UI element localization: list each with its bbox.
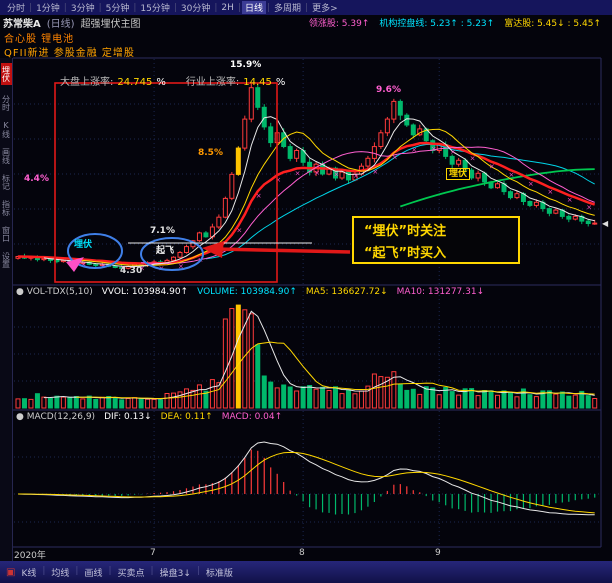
percent-sign: % [156,77,166,88]
stock-tags-2: QFII新进 参股金融 定增股 [4,48,135,59]
sidebar-item[interactable]: 标记 [1,174,11,190]
indicator-stat: DIF: 0.13↓ [104,412,152,422]
indicator-stat: VOLUME: 103984.90↑ [197,287,297,297]
tab-separator: | [266,2,271,13]
period-tab[interactable]: 15分钟 [140,4,170,14]
macd-indicator-header[interactable]: ● MACD(12,26,9) DIF: 0.13↓ DEA: 0.11↑ MACD:… [16,412,282,422]
bottom-status-bar: ▣ K线 | 均线 | 画线 | 买卖点 | 操盘3↓ | 标准版 [0,561,612,583]
date-label: 2020年 [14,551,46,561]
indicator-stat: ● MACD(12,26,9) [16,412,96,422]
grid-icon: ▣ [6,566,16,578]
macd-pane[interactable] [13,410,601,547]
statusbar-separator: | [196,565,200,576]
date-label: 7 [150,548,156,558]
period-tab[interactable]: 1分钟 [36,4,60,14]
indicator-name[interactable]: 超强埋伏主图 [80,18,141,30]
tab-separator: | [29,2,33,13]
statusbar-separator: | [108,565,112,576]
period-tab-bar: 分时 | 1分钟 | 3分钟 | 5分钟 | 15分钟 | 30分钟 | 2H | 日线 | 多周期 | 更多> [0,0,612,15]
indicator-stat: ● VOL-TDX(5,10) [16,287,93,297]
volume-pane[interactable] [13,285,601,410]
tab-separator: | [98,2,102,13]
tab-separator: | [173,2,177,13]
industry-rise-label: 行业上涨率: [185,77,240,88]
indicator-stat: MA5: 136627.72↓ [305,287,388,297]
statusbar-items: K线 | 均线 | 画线 | 买卖点 | 操盘3↓ | 标准版 [21,566,232,579]
left-toolbar: 埋伏分时 K线画线标记指标窗口设置 [0,58,13,561]
period-tab[interactable]: 更多> [312,4,338,14]
market-rise-value: 24.745 [117,77,153,88]
statusbar-separator: | [75,565,79,576]
sidebar-item[interactable]: 设置 [1,252,11,268]
statusbar-item[interactable]: K线 [21,568,37,579]
sidebar-item[interactable]: 指标 [1,200,11,216]
tab-separator: | [214,2,218,13]
industry-rise-value: 14.45 [243,77,272,88]
period-tab[interactable]: 3分钟 [70,4,95,14]
annotation-line-1: “埋伏”时关注 [364,223,447,239]
quote-stat: 富达股: 5.45↓ : 5.45↑ [504,18,601,29]
period-label: (日线) [46,18,75,30]
annotation-line-2: “起飞”时买入 [364,245,447,261]
title-row: 苏常柴A (日线) 超强埋伏主图 领涨股: 5.39↑ 机构控盘线: 5.23↑ … [3,15,609,30]
current-price-pointer: ◀ [602,219,609,228]
market-rise-label: 大盘上涨率: [60,77,114,88]
tab-separator: | [133,2,137,13]
quote-stat: 机构控盘线: 5.23↑ : 5.23↑ [379,18,495,29]
statusbar-separator: | [42,565,46,576]
statusbar-separator: | [150,565,154,576]
statusbar-item[interactable]: 均线 [51,568,70,579]
annotation-box[interactable]: “埋伏”时关注 “起飞”时买入 [352,216,520,264]
date-label: 9 [435,548,441,558]
sidebar-item[interactable]: 画线 [1,148,11,164]
period-tab[interactable]: 多周期 [274,4,302,14]
sidebar-item[interactable]: 分时 [1,95,11,111]
volume-indicator-header[interactable]: ● VOL-TDX(5,10) VVOL: 103984.90↑ VOLUME: 1… [16,287,484,297]
quote-stats: 领涨股: 5.39↑ 机构控盘线: 5.23↑ : 5.23↑ 富达股: 5.45↓… [309,16,609,29]
period-tab[interactable]: 5分钟 [105,4,130,14]
market-stats: 大盘上涨率: 24.745 % 行业上涨率: 14.45 % [60,73,301,88]
date-label: 8 [299,548,305,558]
period-tab[interactable]: 2H [221,2,234,13]
sidebar-item[interactable]: 埋伏 [0,63,12,85]
quote-stat: 领涨股: 5.39↑ [308,18,370,29]
date-axis: 2020年 7 8 9 [0,548,612,561]
statusbar-item[interactable]: 买卖点 [117,568,145,579]
indicator-stat: MACD: 0.04↑ [221,412,283,422]
indicator-stat: MA10: 131277.31↓ [396,287,485,297]
stock-tags-1: 合心股 锂电池 [4,34,75,45]
tab-separator: | [63,2,67,13]
period-tab[interactable]: 日线 [241,1,266,14]
tab-separator: | [237,2,241,13]
indicator-stat: VVOL: 103984.90↑ [101,287,189,297]
period-tab[interactable]: 分时 [7,4,26,14]
indicator-stat: DEA: 0.11↑ [160,412,213,422]
sidebar-item[interactable]: 窗口 [1,226,11,242]
statusbar-item[interactable]: 标准版 [205,568,233,579]
statusbar-item[interactable]: 画线 [84,568,103,579]
tab-separator: | [305,2,309,13]
percent-sign: % [275,77,286,88]
sidebar-item[interactable]: K线 [1,121,11,138]
period-tab[interactable]: 30分钟 [180,4,211,14]
statusbar-item[interactable]: 操盘3↓ [159,568,191,579]
stock-name[interactable]: 苏常柴A [3,18,41,30]
